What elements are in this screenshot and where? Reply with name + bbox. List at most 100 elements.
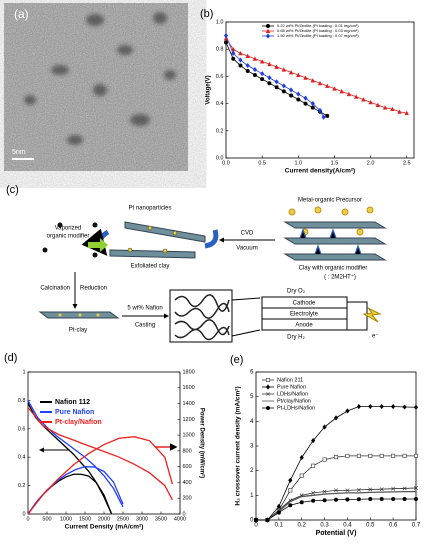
x-tick-label: 0.3 (320, 523, 329, 529)
point (339, 88, 344, 94)
diagram-label: organic modifier (47, 234, 90, 240)
point (361, 97, 366, 102)
y-tick-label: 2 (250, 468, 254, 474)
y-tick-label: 0.6 (216, 74, 224, 80)
point (303, 95, 308, 101)
point (402, 486, 407, 491)
legend-label: 0.65 wt% Pt/Zeolite (Pt loading : 0.03 m… (277, 28, 359, 33)
legend-label: 1.50 wt% Pt/Zeolite (Pt loading : 0.07 m… (277, 33, 359, 38)
point (397, 109, 402, 114)
point (299, 455, 304, 461)
panel-label: (d) (4, 352, 17, 364)
y-tick-label: 3 (250, 444, 254, 450)
point (368, 453, 373, 458)
point (345, 497, 350, 502)
y2-tick-label: 800 (183, 448, 192, 454)
y-tick-label: 0.4 (216, 101, 224, 107)
point (404, 110, 409, 116)
diagram-label: Clay with organic modifier (299, 266, 368, 272)
point (391, 486, 396, 491)
y2-tick-label: 1400 (183, 401, 195, 407)
point (414, 486, 418, 490)
point (310, 101, 315, 107)
point (281, 89, 286, 94)
legend-label: LDHs/Nafion (277, 391, 308, 397)
point (322, 457, 327, 462)
y-tick-label: 5 (250, 394, 254, 400)
diagram-label: Electrolyte (290, 312, 319, 318)
point (245, 68, 250, 73)
point (289, 93, 294, 98)
diagram-label: ( : 2M2HT⁺) (324, 274, 356, 281)
y-tick-label: 0 (22, 511, 25, 517)
point (281, 83, 286, 89)
point (346, 91, 352, 97)
diagram-label: Cathode (293, 301, 316, 307)
y-axis-title: Voltage(V) (206, 75, 212, 104)
x-axis-title: Current density(A/cm²) (285, 168, 355, 175)
point (265, 384, 271, 390)
legend-label: Pt-LDHs/Nafion (277, 405, 315, 411)
point (259, 59, 265, 64)
point (356, 497, 361, 502)
point (265, 33, 271, 39)
point (276, 510, 281, 515)
y-tick-label: 1.0 (216, 19, 224, 25)
point (281, 67, 287, 72)
point (413, 404, 419, 410)
point (238, 50, 243, 56)
point (345, 408, 350, 414)
point (288, 488, 293, 493)
x-tick-label: 1500 (79, 516, 91, 522)
x-tick-label: 1.0 (294, 160, 302, 166)
diagram-label: Pt-clay (69, 328, 87, 334)
point (303, 75, 308, 80)
y-tick-label: 0.8 (18, 398, 26, 404)
x-tick-label: 2000 (98, 516, 110, 522)
x-tick-label: 1.5 (331, 160, 339, 166)
series-line (27, 473, 113, 515)
point (265, 28, 271, 34)
y-tick-label: 1 (250, 493, 254, 499)
point (296, 91, 301, 97)
point (391, 497, 396, 502)
diagram-label: Vacuum (236, 246, 258, 252)
point (252, 73, 257, 78)
y-tick-label: 0.8 (216, 47, 224, 53)
point (390, 106, 395, 112)
y2-tick-label: 400 (183, 480, 192, 486)
panel-label: (a) (14, 7, 29, 21)
point (345, 488, 350, 493)
point (310, 78, 315, 83)
plot-frame (225, 21, 415, 159)
x-tick-label: 0.2 (298, 523, 307, 529)
point (379, 497, 384, 502)
y2-axis-title: Power Density (mW/cm²) (198, 408, 205, 478)
x-tick-label: 2.5 (403, 160, 411, 166)
point (245, 62, 250, 69)
legend-label: 0.22 wt% Pt/Zeolite (Pt loading : 0.01 m… (277, 23, 359, 28)
series-line (27, 436, 174, 515)
y2-tick-label: 600 (183, 464, 192, 470)
y-axis-title: H₂ crossover current density (mA/cm²) (235, 386, 242, 505)
point (274, 64, 279, 69)
point (252, 67, 258, 73)
diagram-label: CVD (241, 231, 254, 237)
x-tick-label: 2500 (117, 516, 129, 522)
point (223, 33, 229, 39)
x-tick-label: 0 (254, 523, 258, 529)
plot-frame (27, 371, 181, 515)
point (333, 415, 339, 421)
point (368, 487, 373, 492)
point (311, 463, 316, 468)
point (325, 113, 330, 118)
point (267, 61, 272, 67)
y-tick-label: 0.2 (216, 128, 224, 134)
legend-label: Nafion 211 (277, 377, 303, 383)
point (231, 56, 236, 61)
point (267, 75, 272, 81)
diagram-label: Casting (135, 323, 155, 329)
point (265, 405, 270, 410)
y-tick-label: 0.6 (18, 426, 26, 432)
point (276, 503, 281, 510)
